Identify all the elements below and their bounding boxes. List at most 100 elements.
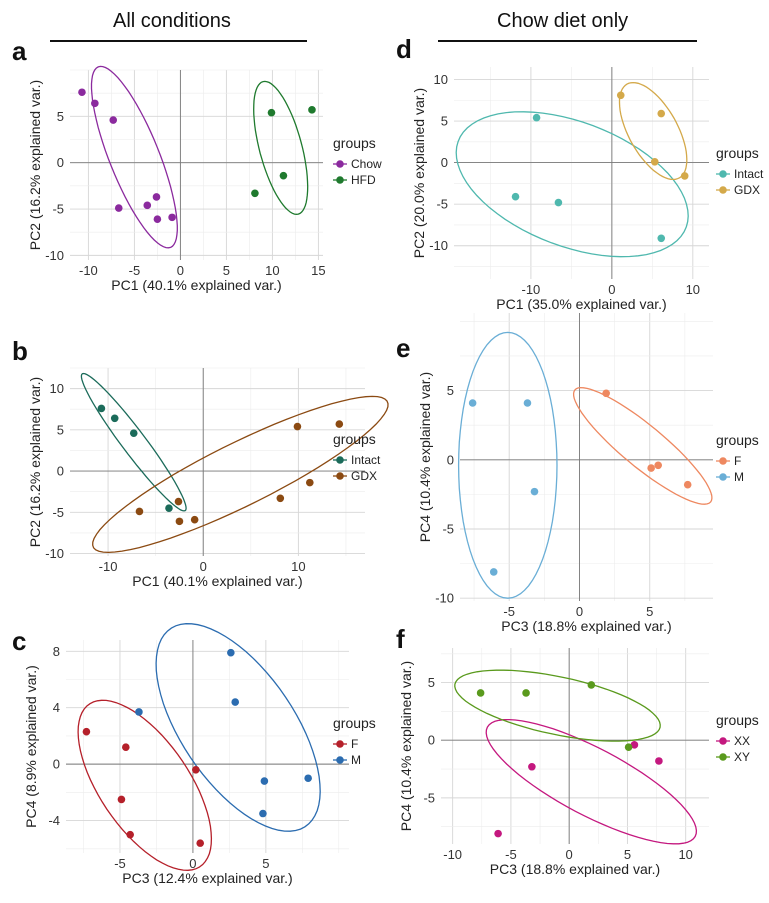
y-tick-label: -5 (423, 790, 435, 805)
x-tick-label: 10 (291, 559, 305, 574)
point-m (259, 809, 267, 818)
y-tick-label: 0 (57, 155, 64, 170)
point-xx (655, 757, 663, 765)
point-m (530, 487, 539, 496)
point-m (523, 399, 532, 407)
legend-label-intact: Intact (734, 167, 764, 181)
legend-label-gdx: GDX (734, 183, 760, 197)
legend-label-f: F (734, 454, 741, 468)
panel-letter-d: d (396, 34, 412, 64)
point-gdx (616, 91, 625, 100)
y-tick-label: 0 (53, 757, 60, 772)
y-tick-label: 5 (57, 422, 64, 437)
y-tick-label: 8 (53, 644, 60, 659)
point-xy (587, 681, 596, 689)
legend-key-point (336, 740, 344, 748)
y-tick-label: -10 (45, 248, 64, 263)
x-axis-title: PC3 (18.8% explained var.) (490, 861, 660, 877)
point-xy (522, 689, 530, 697)
x-tick-label: 15 (311, 263, 325, 278)
x-tick-label: 10 (265, 263, 279, 278)
ellipse-xy (454, 669, 661, 742)
legend-title: groups (716, 432, 759, 448)
legend-label-intact: Intact (351, 453, 381, 467)
legend-key-point (336, 160, 344, 168)
point-f (126, 830, 134, 839)
gridlines (66, 640, 349, 853)
x-tick-label: -10 (443, 847, 462, 862)
x-tick-label: 0 (566, 847, 573, 862)
right-section-title: Chow diet only (497, 10, 629, 32)
legend-label-gdx: GDX (351, 469, 377, 483)
panel-letter-c: c (12, 626, 26, 656)
ellipse-gdx (92, 395, 389, 554)
x-tick-label: 5 (262, 856, 269, 871)
ellipse-m (155, 623, 321, 832)
point-intact (97, 404, 106, 413)
ellipse-gdx (618, 81, 688, 181)
ellipse-intact (455, 111, 689, 258)
point-gdx (306, 478, 314, 487)
point-chow (91, 99, 99, 108)
point-chow (152, 193, 161, 201)
gridlines (460, 313, 713, 601)
point-f (82, 727, 91, 736)
point-m (260, 777, 269, 785)
y-axis-title: PC2 (16.2% explained var.) (27, 377, 43, 547)
y-tick-label: 0 (447, 452, 454, 467)
legend-key-point (336, 472, 344, 480)
legend-label-hfd: HFD (351, 173, 376, 187)
ellipse-m (457, 331, 558, 599)
point-chow (109, 116, 118, 124)
ellipse-intact (80, 372, 187, 512)
point-f (602, 389, 610, 398)
point-xx (528, 762, 536, 771)
point-xy (476, 689, 485, 697)
point-xx (494, 829, 502, 838)
legend-key-point (719, 457, 727, 465)
point-chow (168, 213, 176, 222)
gridlines (454, 67, 709, 279)
y-tick-label: -5 (52, 202, 64, 217)
point-gdx (190, 515, 199, 524)
point-chow (114, 204, 123, 212)
legend-key-point (336, 756, 344, 764)
x-tick-label: -10 (522, 282, 541, 297)
x-tick-label: 0 (576, 604, 583, 619)
x-tick-label: 10 (686, 282, 700, 297)
point-gdx (335, 420, 344, 428)
legend-label-xx: XX (734, 734, 750, 748)
y-tick-label: -5 (52, 505, 64, 520)
legend-label-chow: Chow (351, 157, 382, 171)
y-axis-title: PC4 (10.4% explained var.) (417, 372, 433, 542)
y-tick-label: 5 (428, 675, 435, 690)
legend-label-m: M (351, 753, 361, 767)
panel-d: d -10 0 10 -10 -5 0 5 10 PC1 (35.0% explained var… (396, 34, 764, 312)
x-tick-label: 5 (223, 263, 230, 278)
point-gdx (276, 494, 285, 503)
legend-key-point (719, 473, 727, 481)
panel-letter-a: a (12, 36, 27, 66)
legend-title: groups (716, 712, 759, 728)
point-gdx (175, 517, 184, 526)
y-tick-label: -5 (436, 197, 448, 212)
point-m (135, 708, 143, 716)
point-intact (554, 198, 563, 207)
y-tick-label: 5 (441, 114, 448, 129)
legend-label-xy: XY (734, 750, 750, 764)
y-axis-title: PC2 (16.2% explained var.) (27, 80, 43, 250)
point-hfd (308, 106, 316, 114)
point-xy (624, 743, 633, 751)
point-intact (165, 504, 173, 512)
point-chow (143, 201, 152, 210)
point-intact (129, 429, 138, 437)
point-f (117, 795, 126, 804)
y-tick-label: -4 (48, 813, 60, 828)
x-tick-label: -5 (129, 263, 141, 278)
y-axis-title: PC4 (10.4% explained var.) (398, 661, 414, 831)
legend-key-point (336, 456, 344, 464)
ellipse-xx (485, 718, 698, 845)
point-m (227, 648, 235, 657)
